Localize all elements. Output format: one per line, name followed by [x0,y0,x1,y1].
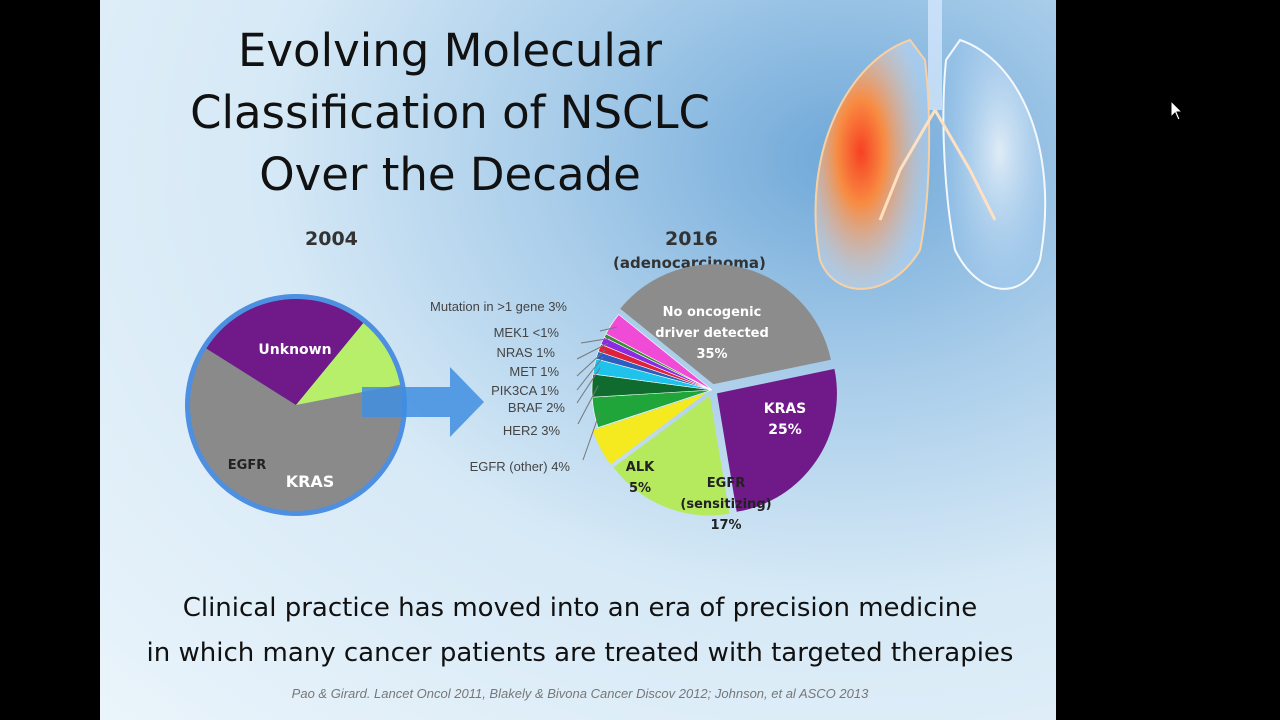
label-egfr: EGFR [228,458,266,473]
caption-line-2: in which many cancer patients are treate… [146,638,1014,668]
label-kras: KRAS [286,472,335,491]
callout-mek1 [580,337,611,344]
callout-mutation-in-1-gene [599,326,618,332]
title-line-3: Over the Decade [259,148,641,201]
arrow-right-icon [362,367,484,437]
callout-egfr-other [582,411,601,461]
pie-charts: Unknown KRAS EGFR No oncogenic driver detec… [185,264,837,533]
callout-her2 [577,385,599,425]
mouse-pointer-icon [1170,100,1184,121]
label-no-oncogenic-driver-detected: No oncogenic driver detected 35% [655,305,769,362]
slide-title: Evolving Molecular Classification of NSC… [160,20,740,206]
label-nras: NRAS 1% [496,345,555,360]
label-mutation-in-1-gene: Mutation in >1 gene 3% [430,299,567,314]
label-kras: KRAS 25% [764,401,807,438]
slice-mutation-in-1-gene [605,314,713,391]
label-her2: HER2 3% [503,423,561,438]
slice-egfr [296,323,401,405]
pie-chart-2004: Unknown KRAS EGFR [185,294,407,516]
label-pik3ca: PIK3CA 1% [491,383,559,398]
chart-2004-title: 2004 [305,228,358,250]
slide: Evolving Molecular Classification of NSC… [100,0,1056,720]
slide-caption: Clinical practice has moved into an era … [140,586,1020,676]
slice-kras [206,298,364,405]
label-alk: ALK 5% [626,460,655,496]
title-line-2: Classification of NSCLC [190,86,710,139]
pie-chart-2016: No oncogenic driver detected 35% KRAS 25% EGF… [430,264,837,533]
label-braf: BRAF 2% [508,400,566,415]
title-line-1: Evolving Molecular [237,24,662,77]
label-egfr-sensitizing: EGFR (sensitizing) 17% [680,476,771,533]
slice-alk [592,392,707,465]
caption-line-1: Clinical practice has moved into an era … [182,593,978,623]
label-egfr-other: EGFR (other) 4% [470,459,571,474]
lung-illustration [814,0,1047,290]
label-mek1: MEK1 <1% [494,325,560,340]
chart-2016-title: 2016 [665,228,718,250]
slice-no-oncogenic-driver-detected [620,264,831,385]
callout-nras [576,342,609,360]
citation: Pao & Girard. Lancet Oncol 2011, Blakely… [291,686,869,701]
label-unknown: Unknown [258,342,331,358]
slice-egfr-sensitizing [613,395,730,516]
slice-kras [716,368,837,512]
callout-pik3ca [576,356,604,391]
callout-met [576,349,606,377]
label-met: MET 1% [509,364,559,379]
callout-braf [576,367,601,404]
slice-unknown [190,348,403,511]
